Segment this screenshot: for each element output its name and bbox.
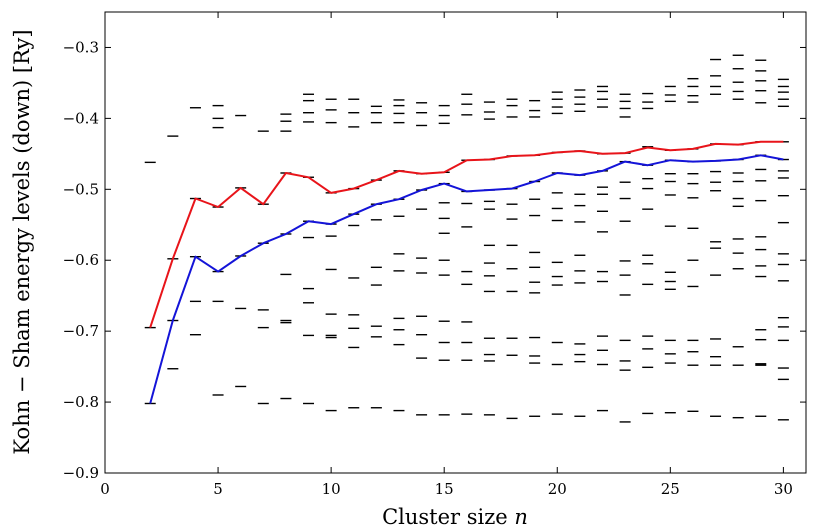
- y-tick-label: −0.8: [63, 393, 99, 411]
- y-tick-label: −0.6: [63, 251, 99, 269]
- x-tick-label: 30: [774, 480, 793, 498]
- x-tick-label: 0: [100, 480, 110, 498]
- y-tick-label: −0.5: [63, 180, 99, 198]
- plot-area: [105, 12, 806, 473]
- x-tick-label: 10: [322, 480, 341, 498]
- series-line-red: [149, 140, 784, 328]
- y-axis-ticks: −0.9 −0.8 −0.7 −0.6 −0.5 −0.4 −0.3: [63, 38, 806, 482]
- x-axis-ticks: 0 5 10 15 20 25 30: [100, 12, 793, 498]
- series-line-blue: [149, 154, 784, 404]
- plot-frame: [104, 11, 807, 474]
- y-tick-label: −0.4: [63, 109, 99, 127]
- x-axis-title: Cluster size n: [382, 505, 528, 529]
- x-tick-label: 25: [661, 480, 680, 498]
- y-axis-title: Kohn − Sham energy levels (down) [Ry]: [10, 29, 34, 454]
- y-tick-label: −0.7: [63, 322, 99, 340]
- y-tick-label: −0.3: [63, 38, 99, 56]
- y-tick-label: −0.9: [63, 464, 99, 482]
- series-lines: [149, 140, 784, 404]
- x-tick-label: 15: [435, 480, 454, 498]
- energy-levels: [144, 54, 789, 423]
- x-tick-label: 20: [548, 480, 567, 498]
- x-tick-label: 5: [213, 480, 223, 498]
